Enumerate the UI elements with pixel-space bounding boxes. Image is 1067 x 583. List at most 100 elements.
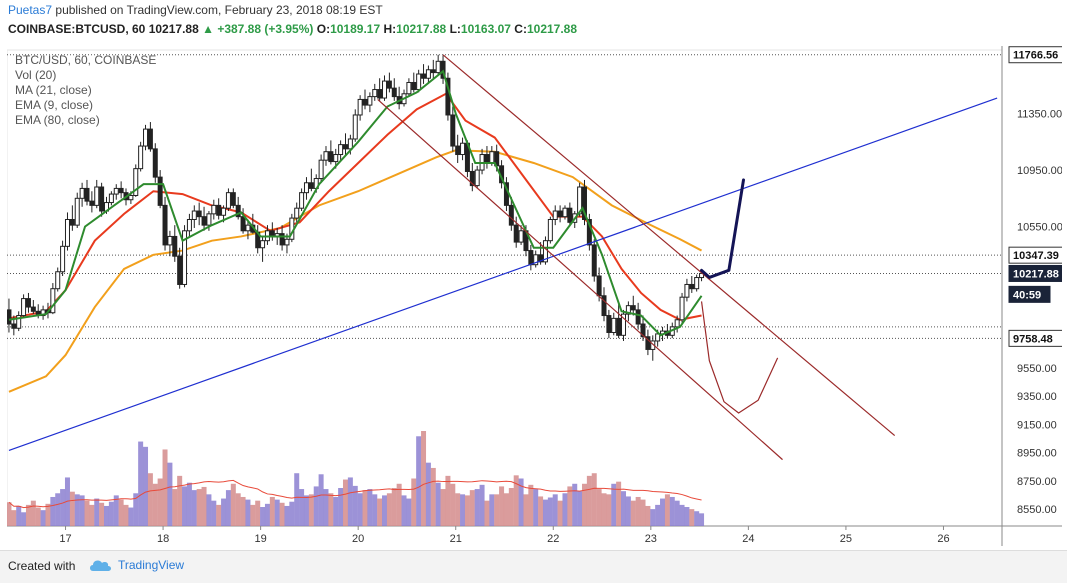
candle-body	[221, 207, 227, 216]
volume-bar	[611, 483, 617, 526]
price-label-box	[1008, 246, 1062, 264]
candle-body	[16, 315, 22, 329]
volume-bar	[186, 482, 192, 526]
candle-body	[562, 207, 568, 218]
candle-body	[645, 336, 651, 350]
ascending-trendline	[8, 97, 998, 451]
candle-body	[225, 192, 231, 209]
candle-body	[382, 80, 388, 99]
volume-bar	[552, 494, 558, 526]
y-axis-tick-label: 10950.00	[1017, 165, 1062, 177]
x-axis-tick-label: 17	[59, 533, 71, 545]
candle-body	[421, 73, 427, 79]
price-label: 11766.56	[1013, 50, 1058, 62]
volume-bar	[455, 493, 461, 526]
volume-bar	[362, 490, 368, 526]
volume-bar	[55, 493, 61, 526]
volume-bar	[60, 489, 66, 526]
volume-bar	[64, 477, 70, 526]
y-axis-tick-label: 11350.00	[1017, 109, 1062, 121]
candle-body	[308, 182, 314, 189]
candle-body	[60, 245, 66, 273]
candle-body	[143, 128, 149, 147]
volume-bar	[547, 497, 553, 526]
candle-body	[186, 218, 192, 232]
low-value: 10163.07	[460, 22, 511, 36]
volume-bar	[113, 495, 119, 526]
volume-bar	[572, 483, 578, 526]
candle-body	[689, 283, 695, 290]
x-axis-tick-label: 21	[450, 533, 462, 545]
candle-body	[679, 296, 685, 321]
candle-body	[303, 182, 309, 194]
price-chart[interactable]: 11350.00 10950.00 10550.00 9550.00 9350.00 91…	[7, 46, 1062, 546]
volume-bar	[133, 493, 139, 526]
volume-bar	[494, 494, 500, 526]
volume-bar	[542, 499, 548, 526]
volume-bar	[84, 500, 90, 526]
volume-bar	[660, 498, 666, 526]
candle-body	[581, 186, 587, 220]
candle-body	[625, 305, 631, 315]
candle-body	[11, 323, 17, 329]
channel-lower-line	[377, 98, 783, 461]
price-label: 10347.39	[1013, 250, 1059, 262]
volume-bar	[147, 473, 153, 526]
y-axis-tick-label: 9550.00	[1017, 363, 1057, 375]
author-name[interactable]: Puetas7	[8, 3, 53, 17]
volume-bar	[664, 494, 670, 526]
candle-body	[621, 313, 627, 336]
volume-bar	[157, 478, 163, 526]
volume-bar	[274, 499, 280, 526]
y-axis-tick-label: 9350.00	[1017, 391, 1057, 403]
volume-bar	[357, 493, 363, 526]
volume-bar	[167, 462, 173, 526]
candle-body	[323, 151, 329, 161]
volume-bar	[303, 495, 309, 526]
candle-body	[108, 193, 114, 204]
high-value: 10217.88	[396, 22, 447, 36]
candle-body	[547, 218, 553, 242]
candle-body	[411, 81, 417, 91]
volume-bar	[255, 500, 261, 526]
x-axis-tick-label: 18	[157, 533, 169, 545]
volume-bar	[508, 488, 514, 526]
price-label-box	[1008, 46, 1062, 64]
candle-body	[416, 73, 422, 91]
y-axis-tick-label: 8550.00	[1017, 504, 1057, 516]
volume-bar	[172, 489, 178, 526]
candle-body	[450, 114, 456, 147]
candle-body	[177, 255, 183, 285]
volume-bar	[11, 510, 17, 526]
candle-body	[211, 204, 217, 215]
candle-body	[435, 60, 441, 74]
legend-symbol[interactable]: BTC/USD, 60, COINBASE	[15, 53, 157, 67]
volume-bar	[513, 475, 519, 526]
volume-bar	[30, 500, 36, 526]
open-label: O:	[316, 22, 331, 36]
volume-bar	[177, 475, 183, 526]
legend-ema80[interactable]: EMA (80, close)	[15, 113, 100, 127]
candle-body	[596, 275, 602, 297]
volume-bar	[601, 493, 607, 526]
candle-body	[318, 159, 324, 180]
volume-bar	[216, 504, 222, 526]
volume-bar	[191, 490, 197, 526]
candle-body	[601, 295, 607, 317]
ema80-line	[8, 149, 703, 393]
ema9-line	[8, 69, 703, 337]
candle-body	[206, 213, 212, 226]
candle-body	[557, 210, 563, 218]
legend-vol[interactable]: Vol (20)	[15, 68, 57, 82]
x-axis-tick-label: 22	[547, 533, 559, 545]
legend-ma[interactable]: MA (21, close)	[15, 83, 92, 97]
tradingview-brand[interactable]: TradingView	[88, 557, 184, 573]
volume-bar	[421, 431, 427, 526]
candle-body	[50, 288, 56, 314]
volume-bar	[533, 489, 539, 526]
volume-ma-line	[8, 479, 702, 509]
legend-ema9[interactable]: EMA (9, close)	[15, 98, 94, 112]
candle-body	[655, 333, 661, 342]
candle-body	[513, 224, 519, 243]
indicator-legend: BTC/USD, 60, COINBASE Vol (20) MA (21, c…	[15, 53, 156, 128]
